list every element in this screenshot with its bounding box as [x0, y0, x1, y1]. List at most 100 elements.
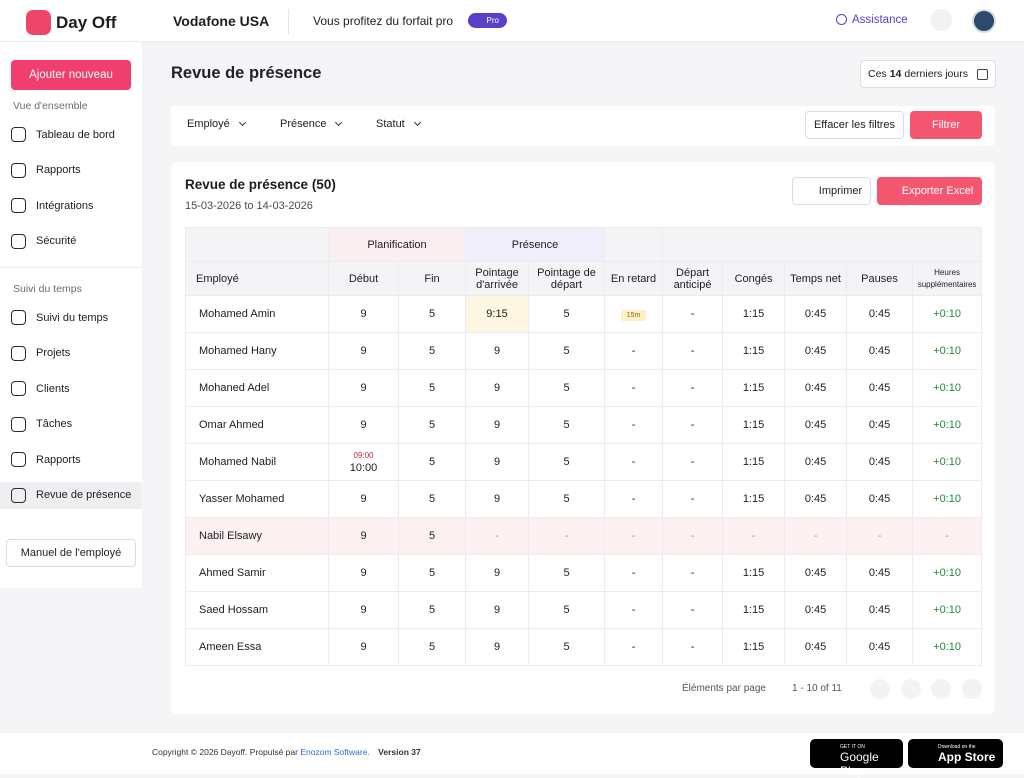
- filter-dropdown[interactable]: Employé: [187, 118, 246, 130]
- chevron: [238, 118, 246, 127]
- nav-item[interactable]: Tâches: [0, 411, 142, 438]
- actual-time: 10:00: [349, 462, 378, 474]
- per-page-label: Éléments par page: [682, 683, 766, 694]
- table-cell: 9: [465, 628, 530, 666]
- nav-item[interactable]: Suivi du temps: [0, 304, 142, 331]
- sidebar: Ajouter nouveau Manuel de l'employé Vue …: [0, 42, 142, 588]
- table-cell: 9: [328, 332, 399, 370]
- top-bar: Day Off Vodafone USA Vous profitez du fo…: [0, 0, 1024, 42]
- nav-label: Intégrations: [36, 199, 94, 212]
- nav-item[interactable]: Revue de présence: [0, 481, 142, 509]
- nav-item[interactable]: Sécurité: [0, 228, 142, 255]
- table-row: Mohamed Hany 9 5 9 5- -1:15 0:45 0:45 +0:10: [185, 332, 983, 370]
- table-row: Ameen Essa 9 5 9 5- -1:15 0:45 0:45 +0:10: [185, 628, 983, 666]
- nav-label: Projets: [36, 347, 71, 359]
- company[interactable]: Vodafone USA: [173, 13, 270, 29]
- nav-item[interactable]: Clients: [0, 375, 142, 402]
- nav-item[interactable]: Intégrations: [0, 192, 142, 219]
- nav-label: Sécurité: [36, 235, 77, 247]
- table-cell: 5: [528, 443, 606, 481]
- table-cell: -: [604, 554, 664, 592]
- nav-icon: [11, 452, 26, 467]
- filter-dropdown[interactable]: Présence: [280, 118, 343, 130]
- table-cell: 1:15: [722, 332, 786, 370]
- nav-label: Revue de présence: [36, 489, 132, 501]
- table-cell: +0:10: [912, 591, 983, 629]
- table-cell: 9:15: [465, 295, 530, 333]
- table-cell: -: [662, 369, 724, 407]
- last-page[interactable]: [961, 679, 982, 699]
- manual-label: Manuel de l'employé: [20, 547, 122, 559]
- table-cell: 9: [465, 480, 530, 518]
- nav-item[interactable]: Rapports: [0, 446, 142, 473]
- table-cell: Ameen Essa: [185, 628, 329, 666]
- table-row: Ahmed Samir 9 5 9 5- -1:15 0:45 0:45 +0:10: [185, 554, 983, 592]
- column-header: Heures supplémentaires: [912, 261, 983, 296]
- table-cell: -: [604, 517, 664, 555]
- plan-badge: Pro: [468, 13, 507, 28]
- table-cell: 5: [397, 406, 467, 444]
- export-button[interactable]: Exporter Excel: [877, 177, 982, 205]
- table-cell: 1:15: [722, 295, 786, 333]
- next-page[interactable]: [931, 679, 952, 699]
- print-button[interactable]: Imprimer: [792, 177, 871, 205]
- table-cell: -: [784, 517, 848, 555]
- chevron: [413, 118, 421, 127]
- table-cell: Yasser Mohamed: [185, 480, 329, 518]
- table-cell: -: [662, 554, 724, 592]
- first-page[interactable]: [870, 679, 890, 699]
- header-cell: [662, 227, 983, 262]
- table-cell: 9: [465, 591, 530, 629]
- table-cell: 9: [465, 332, 530, 370]
- table-cell: 9: [328, 628, 399, 666]
- table-cell: 0:45: [784, 443, 848, 481]
- google-play-badge[interactable]: GET IT ON Google Play: [810, 739, 903, 778]
- table-cell: 0:45: [784, 628, 848, 666]
- table-cell: Mohaned Adel: [185, 369, 329, 407]
- notifications[interactable]: [930, 9, 952, 31]
- copyright: Copyright © 2026 Dayoff. Propulsé par: [152, 747, 298, 757]
- table-row: Mohaned Adel 9 5 9 5- -1:15 0:45 0:45 +0:10: [185, 369, 983, 407]
- add-button[interactable]: Ajouter nouveau: [11, 60, 131, 90]
- header-cell: [185, 227, 329, 262]
- table-cell: 0:45: [846, 628, 914, 666]
- nav-label: Tâches: [36, 418, 73, 430]
- table-cell: 5: [528, 332, 606, 370]
- table-cell: 1:15: [722, 591, 786, 629]
- page-range: 1 - 10 of 11: [792, 683, 842, 694]
- group-header: Présence: [465, 227, 606, 262]
- nav-item[interactable]: Rapports: [0, 157, 142, 184]
- filter-bar: Effacer les filtres Filtrer Employé Prése…: [171, 106, 995, 146]
- range-button[interactable]: Ces 14 derniers jours: [860, 60, 996, 88]
- clear-button[interactable]: Effacer les filtres: [805, 111, 904, 139]
- table-cell: -: [604, 369, 664, 407]
- apply-label: Filtrer: [931, 119, 961, 131]
- nav-item[interactable]: Projets: [0, 340, 142, 367]
- table-cell: 5: [397, 369, 467, 407]
- column-row: Employé Début Fin Pointage d'arrivée Pointag…: [185, 261, 983, 296]
- nav-item[interactable]: Tableau de bord: [0, 121, 142, 148]
- table-cell: 5: [397, 517, 467, 555]
- nav-icon: [11, 310, 26, 325]
- help-link[interactable]: Assistance: [852, 14, 908, 26]
- table-cell: -: [604, 480, 664, 518]
- table-cell: 9: [465, 406, 530, 444]
- footer-link[interactable]: Enozom Software.: [300, 747, 370, 757]
- app-store-badge[interactable]: Download on the App Store: [908, 739, 1003, 768]
- nav-label: Clients: [36, 382, 70, 395]
- table-cell: Omar Ahmed: [185, 406, 329, 444]
- filter-dropdown[interactable]: Statut: [376, 118, 421, 130]
- section-title: Suivi du temps: [13, 283, 82, 295]
- table-cell: 1:15: [722, 554, 786, 592]
- prev-page[interactable]: [900, 679, 921, 699]
- calendar-icon: [977, 68, 988, 80]
- clear-label: Effacer les filtres: [813, 119, 896, 131]
- manual-button[interactable]: Manuel de l'employé: [6, 539, 136, 567]
- table-cell: Mohamed Nabil: [185, 443, 329, 481]
- apply-button[interactable]: Filtrer: [910, 111, 982, 139]
- avatar[interactable]: [972, 9, 996, 33]
- table-cell: -: [528, 517, 606, 555]
- table-cell: -: [662, 480, 724, 518]
